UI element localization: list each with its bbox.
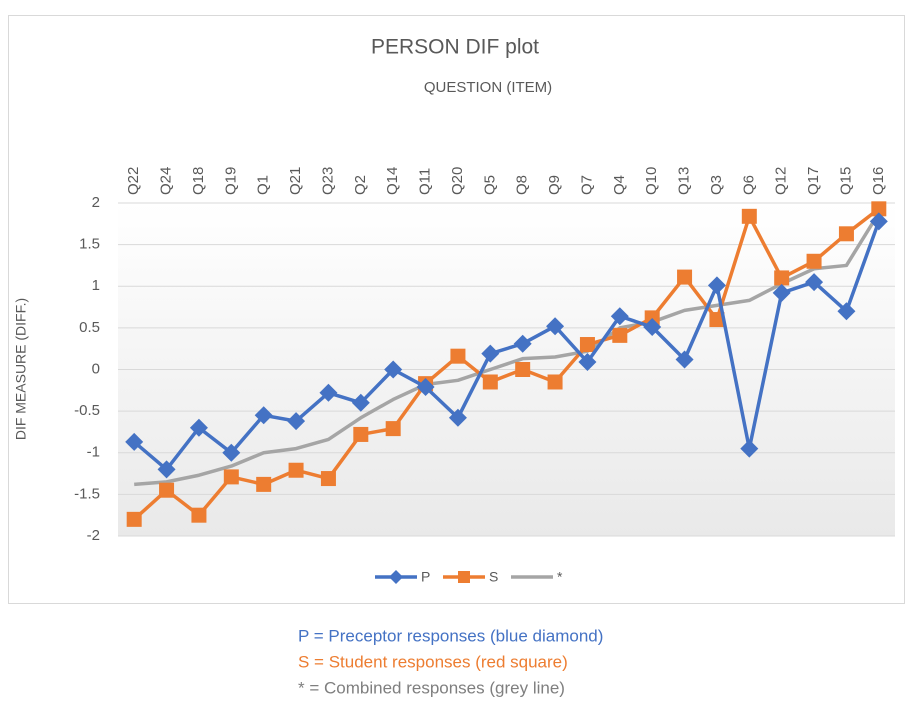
x-tick-label: Q11 <box>417 168 434 195</box>
data-point <box>319 383 338 402</box>
data-point <box>513 334 532 353</box>
annotation: P = Preceptor responses (blue diamond) <box>298 626 603 645</box>
data-point <box>707 276 726 295</box>
y-tick-label: -1 <box>87 444 100 461</box>
legend-item: * <box>511 569 563 585</box>
data-point <box>709 312 725 328</box>
legend-label: P <box>421 569 430 585</box>
data-point <box>256 476 272 492</box>
data-point <box>482 374 498 390</box>
y-tick-label: 1.5 <box>79 236 100 253</box>
x-tick-label: Q5 <box>481 175 498 195</box>
data-point <box>126 511 142 527</box>
y-tick-label: 0.5 <box>79 319 100 336</box>
x-tick-label: Q7 <box>578 175 595 195</box>
x-tick-label: Q17 <box>805 167 822 195</box>
x-tick-label: Q2 <box>352 175 369 195</box>
x-tick-label: Q8 <box>514 175 531 195</box>
x-tick-label: Q18 <box>190 167 207 195</box>
data-point <box>450 348 466 364</box>
data-point <box>643 318 662 337</box>
x-tick-label: Q9 <box>546 175 563 195</box>
data-point <box>222 443 241 462</box>
data-point <box>385 421 401 437</box>
annotation: * = Combined responses (grey line) <box>298 678 565 697</box>
data-point <box>838 226 854 242</box>
data-point <box>223 469 239 485</box>
data-point <box>578 353 597 372</box>
data-point <box>125 432 144 451</box>
x-tick-label: Q21 <box>287 167 304 195</box>
data-point <box>675 350 694 369</box>
x-tick-label: Q20 <box>449 167 466 195</box>
x-tick-label: Q16 <box>870 167 887 195</box>
x-tick-label: Q23 <box>319 167 336 195</box>
data-point <box>610 307 629 326</box>
data-point <box>353 426 369 442</box>
annotation: S = Student responses (red square) <box>298 652 568 671</box>
data-point <box>191 507 207 523</box>
x-tick-label: Q22 <box>125 167 142 195</box>
data-point <box>774 270 790 286</box>
data-point <box>805 273 824 292</box>
data-point <box>806 253 822 269</box>
data-point <box>351 393 370 412</box>
data-point <box>481 344 500 363</box>
series-line <box>134 212 881 487</box>
data-point <box>515 362 531 377</box>
x-tick-label: Q12 <box>773 167 790 195</box>
x-tick-label: Q19 <box>222 167 239 195</box>
legend-item: P <box>375 569 430 585</box>
y-tick-label: 2 <box>92 194 100 211</box>
x-tick-label: Q15 <box>837 167 854 195</box>
series-line <box>133 220 881 472</box>
x-tick-label: Q1 <box>255 175 272 195</box>
data-point <box>579 337 595 353</box>
data-point <box>189 418 208 437</box>
data-point <box>384 360 403 379</box>
x-tick-label: Q3 <box>708 175 725 195</box>
legend-label: S <box>489 569 498 585</box>
data-point <box>416 377 435 396</box>
data-point <box>546 317 565 336</box>
data-point <box>159 482 175 498</box>
y-axis-label: DIF MEASURE (DIFF.) <box>13 298 29 440</box>
x-tick-label: Q10 <box>643 167 660 195</box>
data-point <box>644 310 660 326</box>
data-point <box>740 439 759 458</box>
data-point <box>871 201 887 217</box>
legend-label: * <box>557 569 563 585</box>
x-tick-label: Q13 <box>676 167 693 195</box>
legend-item: S <box>443 569 498 585</box>
data-point <box>612 327 628 343</box>
y-tick-label: -1.5 <box>74 485 100 502</box>
legend-marker <box>458 571 470 583</box>
data-point <box>157 460 176 479</box>
x-tick-label: Q6 <box>740 175 757 195</box>
data-point <box>288 462 304 478</box>
x-tick-label: Q24 <box>158 167 175 195</box>
data-point <box>448 408 467 427</box>
data-point <box>287 412 306 431</box>
y-tick-label: 0 <box>92 360 100 377</box>
data-point <box>837 302 856 321</box>
data-point <box>547 374 563 390</box>
data-point <box>869 212 888 231</box>
x-tick-label: Q4 <box>611 175 628 195</box>
data-point <box>254 406 273 425</box>
y-tick-label: 1 <box>92 277 100 294</box>
y-tick-label: -0.5 <box>74 402 100 419</box>
chart-title: PERSON DIF plot <box>371 36 539 59</box>
legend-marker <box>389 570 403 584</box>
data-point <box>320 471 336 487</box>
x-tick-label: Q14 <box>384 167 401 195</box>
data-point <box>772 283 791 302</box>
chart-subtitle: QUESTION (ITEM) <box>424 79 552 96</box>
data-point <box>677 269 693 285</box>
data-point <box>741 208 757 224</box>
y-tick-label: -2 <box>87 527 100 544</box>
